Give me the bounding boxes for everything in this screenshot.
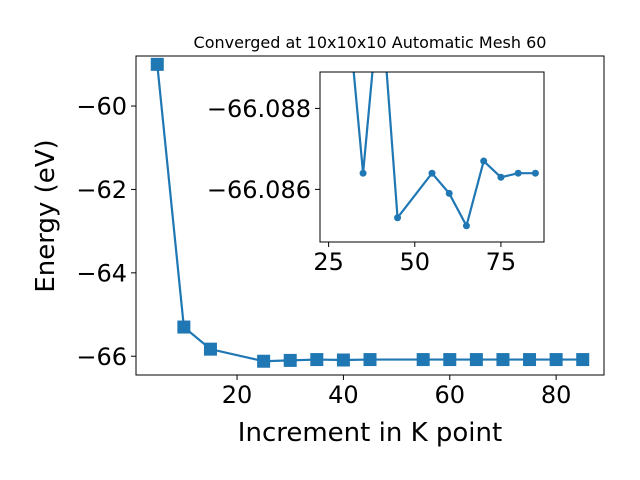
inset-data-point: [514, 169, 522, 177]
inset-data-point: [480, 157, 488, 165]
chart-title: Converged at 10x10x10 Automatic Mesh 60: [194, 33, 547, 52]
main-data-point: [336, 353, 350, 367]
y-axis-label: Energy (eV): [31, 139, 61, 292]
x-axis-label: Increment in K point: [238, 418, 502, 448]
main-data-point: [523, 353, 537, 367]
main-data-point: [283, 353, 297, 367]
main-series: [150, 57, 590, 368]
main-x-tick-label: 60: [434, 381, 465, 409]
inset-x-tick-label: 75: [486, 248, 517, 276]
inset-data-point: [359, 169, 367, 177]
main-y-tick-label: −64: [76, 259, 127, 287]
inset-data-point: [445, 189, 453, 197]
main-data-point: [363, 353, 377, 367]
main-data-point: [443, 353, 457, 367]
inset-series: [352, 72, 539, 230]
inset-data-point: [462, 222, 470, 230]
main-data-point: [496, 353, 510, 367]
inset-x-tick-label: 25: [313, 248, 344, 276]
main-x-tick-label: 40: [328, 381, 359, 409]
main-data-point: [203, 342, 217, 356]
inset-x-tick-label: 50: [399, 248, 430, 276]
main-y-tick-label: −62: [76, 176, 127, 204]
main-data-point: [416, 353, 430, 367]
main-data-point: [469, 353, 483, 367]
inset-data-point: [497, 173, 505, 181]
main-axis-ticks: 20 40 60 80 −60 −62 −64 −66: [76, 93, 571, 409]
main-y-tick-label: −60: [76, 93, 127, 121]
inset-y-tick-label: −66.088: [207, 95, 311, 123]
main-data-point: [177, 320, 191, 334]
main-data-point: [549, 353, 563, 367]
inset-data-point: [394, 214, 402, 222]
inset-plot-background: [320, 72, 544, 242]
main-data-point: [257, 354, 271, 368]
main-data-point: [310, 353, 324, 367]
main-data-point: [576, 353, 590, 367]
inset-data-point: [531, 169, 539, 177]
main-y-tick-label: −66: [76, 343, 127, 371]
main-x-tick-label: 80: [541, 381, 572, 409]
inset-axis-ticks: 25 50 75 −66.088 −66.086: [207, 95, 516, 276]
main-plot-frame: [135, 55, 605, 376]
inset-plot-frame: [319, 71, 545, 243]
inset-y-tick-label: −66.086: [207, 176, 311, 204]
main-data-point: [150, 57, 164, 71]
main-x-tick-label: 20: [222, 381, 253, 409]
inset-data-point: [428, 169, 436, 177]
